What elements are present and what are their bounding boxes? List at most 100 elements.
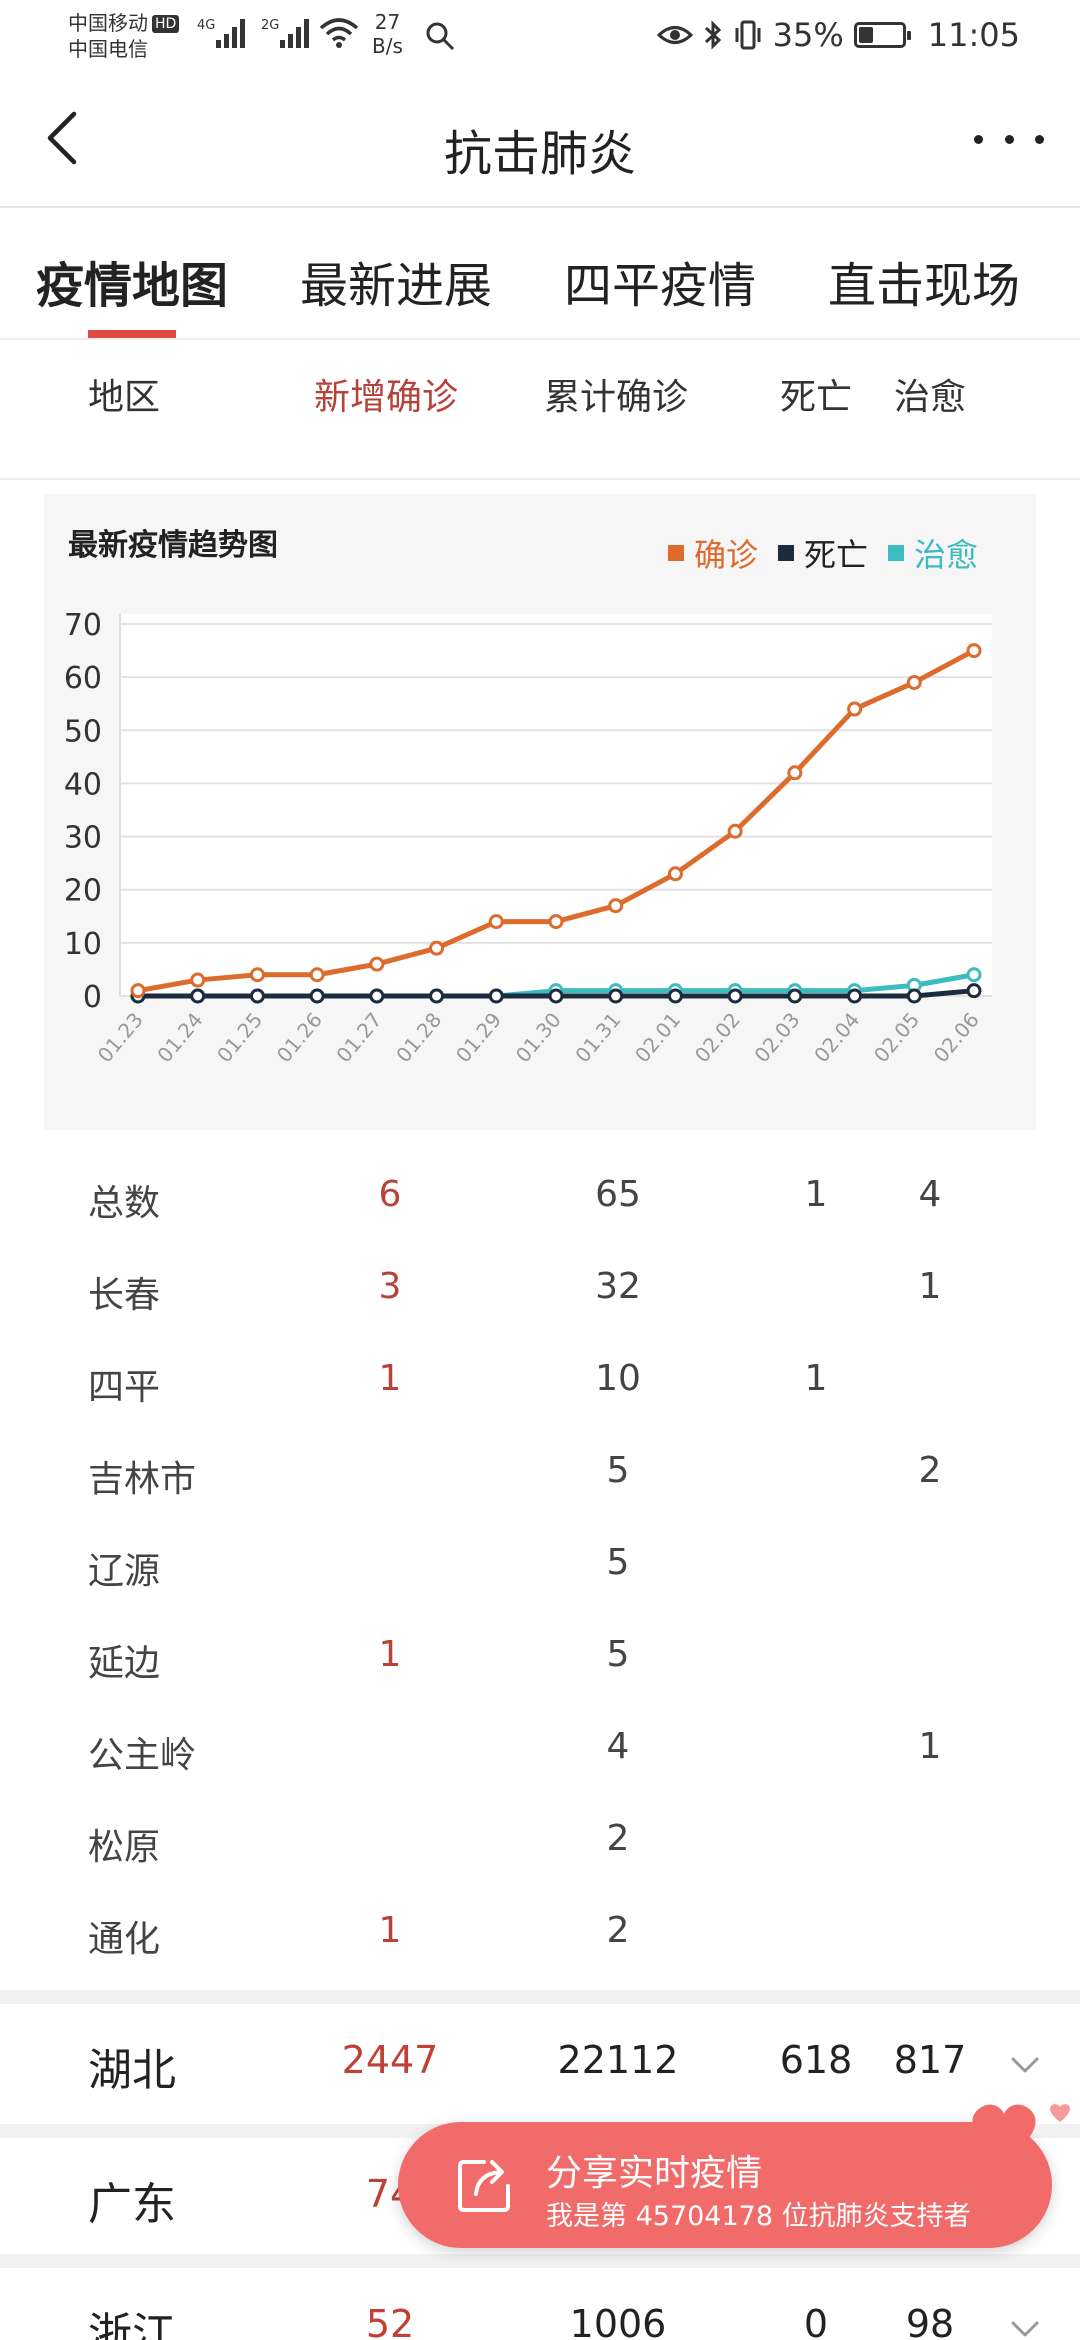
- column-total-confirmed[interactable]: 累计确诊: [544, 377, 689, 418]
- data-point: [429, 940, 445, 956]
- chevron-down-icon[interactable]: [1008, 2048, 1042, 2082]
- cell-region: 浙江: [88, 2309, 176, 2340]
- x-tick-label: 02.06: [929, 1008, 984, 1067]
- x-tick-label: 01.31: [570, 1008, 625, 1067]
- tab-bar: 疫情地图 最新进展 四平疫情 直击现场: [0, 210, 1080, 340]
- data-point: [190, 988, 206, 1004]
- share-epidemic-button[interactable]: 分享实时疫情 我是第 45704178 位抗肺炎支持者: [398, 2122, 1052, 2248]
- y-tick-label: 0: [83, 980, 102, 1015]
- data-point: [906, 988, 922, 1004]
- cell-new-confirmed: 3: [378, 1266, 402, 1307]
- dot-icon: [1004, 134, 1014, 144]
- cell-cured: 4: [918, 1174, 942, 1215]
- more-options-button[interactable]: [974, 124, 1044, 154]
- bluetooth-icon: [704, 20, 721, 50]
- table-row: 松原 2: [0, 1794, 1080, 1886]
- chart-title: 最新疫情趋势图: [68, 528, 278, 563]
- cell-cured: 2: [918, 1450, 942, 1491]
- x-tick-label: 01.26: [272, 1008, 327, 1067]
- y-tick-label: 30: [64, 821, 102, 856]
- x-tick-label: 01.30: [511, 1008, 566, 1067]
- x-tick-label: 01.27: [331, 1008, 386, 1067]
- section-divider: [0, 2254, 1080, 2268]
- data-point: [369, 988, 385, 1004]
- share-icon: [458, 2160, 510, 2212]
- cell-total-confirmed: 2: [606, 1818, 630, 1859]
- share-title: 分享实时疫情: [546, 2153, 763, 2194]
- cell-region: 总数: [88, 1183, 161, 1224]
- data-point: [548, 988, 564, 1004]
- hd-badge: HD: [152, 15, 180, 33]
- cell-region: 延边: [88, 1643, 161, 1684]
- cell-total-confirmed: 2: [606, 1910, 630, 1951]
- column-deaths[interactable]: 死亡: [780, 377, 853, 418]
- table-row: 公主岭 4 1: [0, 1702, 1080, 1794]
- x-tick-label: 02.05: [869, 1008, 924, 1067]
- dot-icon: [974, 134, 983, 144]
- data-point: [488, 914, 504, 930]
- data-point: [667, 988, 683, 1004]
- cell-region: 四平: [88, 1367, 161, 1408]
- data-point: [608, 898, 624, 914]
- legend-swatch: [777, 545, 794, 561]
- tab-live-scene[interactable]: 直击现场: [828, 258, 1021, 314]
- data-point: [130, 983, 146, 999]
- province-row[interactable]: 湖北 2447 22112 618 817: [0, 2004, 1080, 2124]
- column-headers: 地区 新增确诊 累计确诊 死亡 治愈: [0, 340, 1080, 480]
- province-row[interactable]: 浙江 52 1006 0 98: [0, 2268, 1080, 2340]
- back-arrow-icon[interactable]: [36, 108, 96, 168]
- network-type-2: 2G: [261, 18, 280, 33]
- data-point: [966, 643, 982, 659]
- hearts-icon: [972, 2104, 1070, 2162]
- battery-icon: [853, 22, 911, 48]
- cell-region: 吉林市: [88, 1459, 197, 1500]
- cell-total-confirmed: 32: [595, 1266, 641, 1307]
- plot-area: [120, 614, 992, 996]
- y-tick-label: 40: [64, 767, 102, 802]
- data-point: [966, 967, 982, 983]
- trend-chart-card: 0 10 20 30 40 50 60 70 01.23 01.24 01.25 01.26 01.27…: [44, 494, 1036, 1130]
- legend-label: 确诊: [693, 536, 758, 574]
- table-row: 延边 1 5: [0, 1610, 1080, 1702]
- x-tick-label: 02.04: [809, 1008, 864, 1067]
- chevron-down-icon[interactable]: [1008, 2312, 1042, 2340]
- data-point: [906, 674, 922, 690]
- y-tick-label: 20: [64, 874, 102, 909]
- data-point: [429, 988, 445, 1004]
- cell-total-confirmed: 10: [595, 1358, 641, 1399]
- status-right: 35% 11:05: [656, 16, 1020, 54]
- legend-item[interactable]: 死亡: [777, 530, 868, 576]
- table-row: 四平 1 10 1: [0, 1334, 1080, 1426]
- legend-swatch: [887, 545, 904, 561]
- status-bar: 中国移动 HD 中国电信 4G 2G 27 B/s 35%: [0, 0, 1080, 70]
- data-point: [727, 823, 743, 839]
- cell-total-confirmed: 1006: [569, 2302, 667, 2340]
- x-tick-label: 02.02: [690, 1008, 745, 1067]
- cell-cured: 1: [918, 1726, 942, 1767]
- trend-chart: 0 10 20 30 40 50 60 70 01.23 01.24 01.25 01.26 01.27…: [64, 608, 992, 1067]
- column-region[interactable]: 地区: [88, 377, 161, 418]
- page-title: 抗击肺炎: [443, 126, 636, 182]
- signal-strength-icon: [216, 19, 245, 48]
- column-new-confirmed[interactable]: 新增确诊: [314, 377, 459, 418]
- city-table: 总数 6 65 1 4 长春 3 32 1 四平 1 10 1 吉林市 5 2 辽源 5 延边 1 5 公主岭 4 1 松原 2 通…: [0, 1150, 1080, 1978]
- tab-latest-progress[interactable]: 最新进展: [300, 258, 493, 314]
- network-speed: 27 B/s: [372, 10, 403, 58]
- vibrate-icon: [735, 20, 761, 50]
- signal-strength-icon: [280, 19, 309, 48]
- legend-item[interactable]: 治愈: [887, 530, 978, 576]
- tab-epidemic-map[interactable]: 疫情地图: [36, 258, 229, 314]
- legend-item[interactable]: 确诊: [667, 530, 758, 576]
- cell-total-confirmed: 5: [606, 1542, 630, 1583]
- cell-deaths: 1: [804, 1358, 828, 1399]
- column-cured[interactable]: 治愈: [894, 377, 967, 418]
- x-tick-label: 02.03: [749, 1008, 804, 1067]
- section-divider: [0, 1990, 1080, 2004]
- tab-siping-epidemic[interactable]: 四平疫情: [564, 258, 757, 314]
- y-tick-label: 50: [64, 714, 102, 749]
- legend-label: 死亡: [803, 536, 868, 574]
- x-tick-label: 01.25: [212, 1008, 267, 1067]
- x-tick-label: 01.28: [391, 1008, 446, 1067]
- table-row: 总数 6 65 1 4: [0, 1150, 1080, 1242]
- legend-label: 治愈: [913, 536, 978, 574]
